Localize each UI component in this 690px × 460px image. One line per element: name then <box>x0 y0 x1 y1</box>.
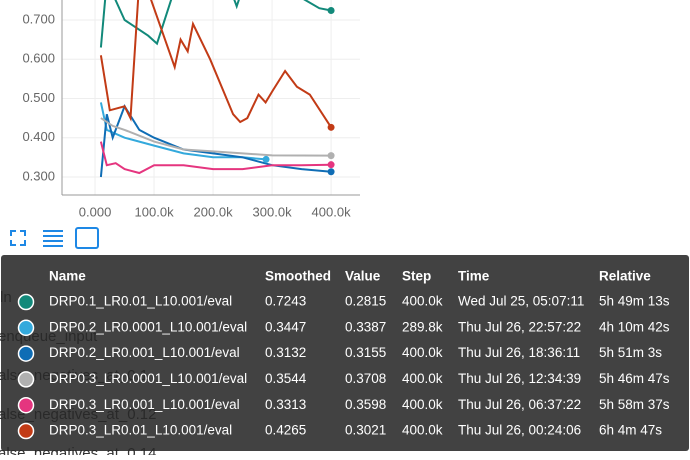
series-swatch <box>17 319 35 337</box>
smoothed-value: 0.7243 <box>265 294 306 309</box>
x-tick-label: 100.0k <box>135 204 175 219</box>
tooltip-cell: Thu Jul 26, 18:36:11 <box>458 345 580 360</box>
tooltip-header: Time <box>458 269 490 284</box>
end-point <box>262 155 270 163</box>
y-tick-label: 0.600 <box>22 51 55 66</box>
tooltip-cell: Thu Jul 26, 22:57:22 <box>458 319 581 334</box>
end-point <box>327 161 335 169</box>
tooltip-header: Name <box>49 269 86 284</box>
y-tick-label: 0.500 <box>22 90 55 105</box>
tooltip-cell: 5h 46m 47s <box>599 371 670 386</box>
tooltip-cell: 0.3598 <box>345 397 386 412</box>
tooltip <box>1 255 689 451</box>
run-name: DRP0.3_LR0.01_L10.001/eval <box>49 423 232 438</box>
y-tick-label: 0.400 <box>22 129 55 144</box>
fit-icon[interactable] <box>75 227 99 249</box>
tooltip-cell: Wed Jul 25, 05:07:11 <box>458 294 584 309</box>
run-name: DRP0.3_LR0.0001_L10.001/eval <box>49 371 247 386</box>
tooltip-cell: 0.3021 <box>345 423 386 438</box>
tooltip-header: Step <box>402 269 431 284</box>
tooltip-cell: Thu Jul 26, 00:24:06 <box>458 423 581 438</box>
smoothed-value: 0.3447 <box>265 319 306 334</box>
series-line <box>99 0 332 48</box>
tooltip-cell: 4h 10m 42s <box>599 319 670 334</box>
tooltip-cell: 0.3155 <box>345 345 386 360</box>
tooltip-cell: 0.3387 <box>345 319 386 334</box>
series-swatch <box>17 396 35 414</box>
run-name: DRP0.1_LR0.01_L10.001/eval <box>49 294 232 309</box>
tooltip-header: Value <box>345 269 381 284</box>
run-name: DRP0.3_LR0.001_L10.001/eval <box>49 397 240 412</box>
smoothed-value: 0.4265 <box>265 423 306 438</box>
end-point <box>327 6 335 14</box>
tooltip-cell: 5h 49m 13s <box>599 294 670 309</box>
list-icon[interactable] <box>43 230 63 247</box>
y-tick-label: 0.700 <box>22 11 55 26</box>
run-name: DRP0.2_LR0.0001_L10.001/eval <box>49 319 247 334</box>
tooltip-cell: 6h 4m 47s <box>599 423 662 438</box>
series-line <box>99 141 332 175</box>
series-line <box>99 104 332 178</box>
tooltip-cell: Thu Jul 26, 06:37:22 <box>458 397 581 412</box>
run-name: DRP0.2_LR0.001_L10.001/eval <box>49 345 240 360</box>
toolbar[interactable] <box>10 227 99 249</box>
x-tick-label: 400.0k <box>312 204 352 219</box>
smoothed-value: 0.3313 <box>265 397 306 412</box>
x-tick-label: 0.000 <box>79 204 112 219</box>
tooltip-cell: Thu Jul 26, 12:34:39 <box>458 371 581 386</box>
tooltip-cell: 400.0k <box>402 294 443 309</box>
tooltip-cell: 289.8k <box>402 319 443 334</box>
x-tick-label: 300.0k <box>253 204 293 219</box>
tooltip-cell: 400.0k <box>402 423 443 438</box>
y-tick-label: 0.300 <box>22 168 55 183</box>
tooltip-cell: 400.0k <box>402 371 443 386</box>
end-point <box>327 168 335 176</box>
tooltip-cell: 5h 58m 37s <box>599 397 670 412</box>
tooltip-header: Smoothed <box>265 269 331 284</box>
tooltip-header: Relative <box>599 269 651 284</box>
end-point <box>327 123 335 131</box>
series-swatch <box>17 293 35 311</box>
series-swatch <box>17 345 35 362</box>
fullscreen-icon[interactable] <box>10 230 26 246</box>
tooltip-cell: 0.2815 <box>345 294 386 309</box>
smoothed-value: 0.3544 <box>265 371 307 386</box>
series-line <box>99 0 332 128</box>
tooltip-cell: 400.0k <box>402 345 443 360</box>
series-line <box>100 117 332 157</box>
x-tick-label: 200.0k <box>194 204 234 219</box>
smoothed-value: 0.3132 <box>265 345 306 360</box>
tooltip-cell: 400.0k <box>402 397 443 412</box>
tooltip-cell: 5h 51m 3s <box>599 345 662 360</box>
series-swatch <box>17 422 35 440</box>
end-point <box>327 152 335 160</box>
tooltip-cell: 0.3708 <box>345 371 386 386</box>
series-swatch <box>17 371 35 388</box>
